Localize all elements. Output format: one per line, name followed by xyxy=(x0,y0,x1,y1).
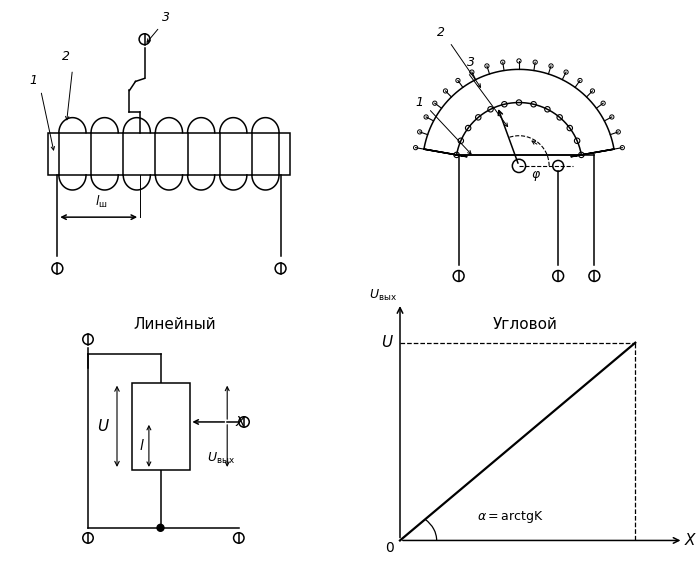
Text: 2: 2 xyxy=(62,50,71,63)
Circle shape xyxy=(157,524,164,531)
Text: $U_{\rm вых}$: $U_{\rm вых}$ xyxy=(369,288,397,303)
Text: l: l xyxy=(140,439,143,453)
Text: Угловой: Угловой xyxy=(493,317,557,332)
Text: $U_{\rm вых}$: $U_{\rm вых}$ xyxy=(207,451,235,466)
Text: 1: 1 xyxy=(29,74,37,88)
Text: U: U xyxy=(381,335,392,350)
Text: $\alpha = \rm{arctg}K$: $\alpha = \rm{arctg}K$ xyxy=(477,509,543,525)
Text: $\varphi$: $\varphi$ xyxy=(531,169,540,183)
Text: X: X xyxy=(236,415,246,429)
Text: 1: 1 xyxy=(415,96,424,108)
Bar xyxy=(132,383,190,470)
Text: U: U xyxy=(97,419,108,434)
Text: 3: 3 xyxy=(467,56,475,70)
Text: 0: 0 xyxy=(386,541,394,556)
Text: 3: 3 xyxy=(162,11,169,24)
Text: X: X xyxy=(685,533,695,548)
Text: Линейный: Линейный xyxy=(134,317,216,332)
Text: 2: 2 xyxy=(437,26,444,39)
Text: $l_{\rm ш}$: $l_{\rm ш}$ xyxy=(95,194,108,209)
Bar xyxy=(48,133,290,175)
